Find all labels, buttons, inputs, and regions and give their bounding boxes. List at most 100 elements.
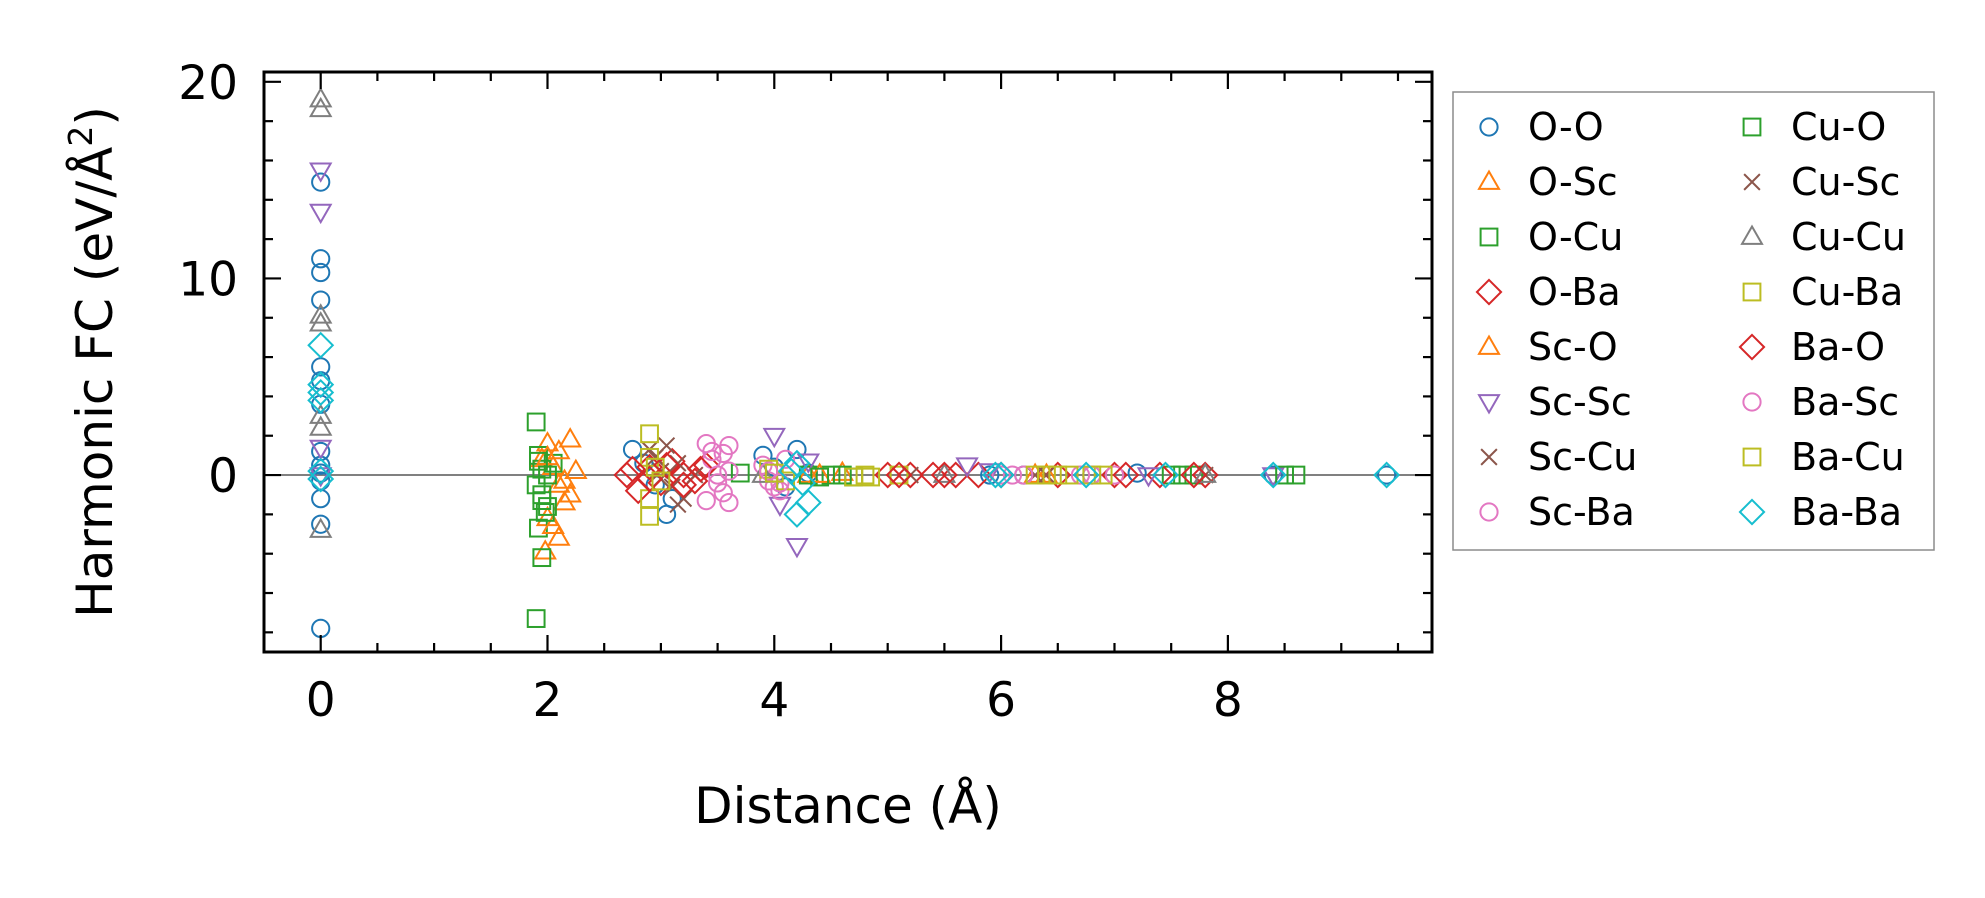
data-point-cu-ba xyxy=(640,506,659,526)
data-point-sc-o xyxy=(1034,462,1059,483)
data-point-sc-sc xyxy=(1136,467,1161,488)
data-point-sc-ba xyxy=(719,461,739,481)
data-point-ba-sc xyxy=(759,461,779,481)
y-axis-label-superscript: 2 xyxy=(61,126,100,147)
legend-item-sc-cu: Sc-Cu xyxy=(1480,435,1637,479)
series-ba-cu xyxy=(645,457,1102,491)
legend-marker-ba-sc xyxy=(1742,392,1762,412)
data-point-cu-sc xyxy=(1037,466,1056,484)
legend-marker-o-sc xyxy=(1477,169,1501,190)
data-point-ba-o xyxy=(670,471,698,499)
y-axis-label: Harmonic FC (eV/Å2) xyxy=(61,106,124,618)
legend: O-O O-Sc O-Cu O-Ba Sc-O Sc-Sc Sc-Cu Sc-Ba Cu-O Cu… xyxy=(1452,91,1935,551)
data-point-sc-ba xyxy=(719,492,739,513)
data-point-cu-cu xyxy=(308,303,333,324)
legend-label: Cu-Ba xyxy=(1791,270,1903,314)
legend-item-o-sc: O-Sc xyxy=(1477,160,1618,204)
legend-marker-o-o xyxy=(1479,117,1499,137)
legend-label: Cu-O xyxy=(1791,105,1886,149)
legend-marker-o-cu xyxy=(1479,227,1499,247)
data-point-sc-ba xyxy=(696,491,716,511)
legend-marker-sc-o xyxy=(1477,334,1501,355)
data-point-ba-ba xyxy=(987,461,1015,489)
data-point-ba-cu xyxy=(1082,465,1102,485)
data-point-ba-cu xyxy=(764,463,784,483)
data-point-sc-sc xyxy=(955,457,979,478)
legend-item-sc-o: Sc-O xyxy=(1477,325,1618,369)
data-point-ba-cu xyxy=(645,457,665,477)
legend-label: Cu-Sc xyxy=(1791,160,1900,204)
data-point-cu-ba xyxy=(1059,465,1079,485)
data-point-sc-sc xyxy=(768,496,792,518)
series-cu-cu xyxy=(308,87,1217,538)
data-point-ba-o xyxy=(930,461,958,489)
data-point-o-o xyxy=(1377,465,1397,485)
data-point-cu-cu xyxy=(308,403,333,424)
data-point-o-o xyxy=(787,439,807,460)
data-point-ba-sc xyxy=(770,473,790,493)
data-point-ba-ba xyxy=(1072,461,1100,489)
data-point-o-cu xyxy=(526,412,546,432)
data-points-layer xyxy=(307,87,1401,639)
x-tick-label: 4 xyxy=(759,673,789,728)
x-tick-label: 0 xyxy=(306,673,336,728)
series-sc-sc xyxy=(308,162,1285,559)
data-point-sc-cu xyxy=(657,436,676,455)
data-point-ba-sc xyxy=(719,435,739,456)
legend-label: O-Sc xyxy=(1528,160,1618,204)
legend-label: Ba-Cu xyxy=(1791,435,1905,479)
data-point-ba-ba xyxy=(777,457,805,485)
data-point-sc-ba xyxy=(991,465,1011,485)
legend-label: Ba-Ba xyxy=(1791,490,1902,534)
data-point-o-ba xyxy=(1146,461,1174,489)
data-point-cu-o xyxy=(832,465,852,485)
data-point-sc-o xyxy=(558,482,582,503)
data-point-o-ba xyxy=(613,461,641,489)
legend-label: Sc-Ba xyxy=(1528,490,1635,534)
legend-item-cu-sc: Cu-Sc xyxy=(1743,160,1900,204)
data-point-cu-o xyxy=(532,491,552,511)
data-point-ba-o xyxy=(687,455,715,483)
y-axis-label-main: Harmonic FC (eV/Å xyxy=(66,147,124,618)
data-point-o-cu xyxy=(821,465,841,485)
data-point-ba-o xyxy=(885,461,913,489)
data-point-o-cu xyxy=(526,475,546,495)
x-axis-label: Distance (Å) xyxy=(694,777,1002,835)
data-point-ba-sc xyxy=(1002,465,1023,485)
data-point-o-cu xyxy=(526,609,546,628)
legend-item-cu-cu: Cu-Cu xyxy=(1740,215,1906,259)
data-point-sc-o xyxy=(547,438,571,460)
data-point-cu-cu xyxy=(1193,462,1217,483)
legend-frame xyxy=(1452,91,1935,551)
data-point-ba-sc xyxy=(713,483,733,503)
legend-label: O-O xyxy=(1528,105,1604,149)
data-point-o-o xyxy=(980,465,1000,485)
data-point-sc-ba xyxy=(776,449,796,469)
legend-marker-o-ba xyxy=(1475,278,1503,306)
data-point-o-sc xyxy=(796,462,821,483)
legend-item-cu-o: Cu-O xyxy=(1742,105,1886,149)
legend-item-sc-ba: Sc-Ba xyxy=(1479,490,1635,534)
data-point-ba-o xyxy=(1180,461,1208,489)
data-point-o-cu xyxy=(730,463,750,483)
data-point-o-cu xyxy=(532,485,552,505)
legend-marker-cu-cu xyxy=(1740,224,1764,245)
data-point-sc-sc xyxy=(1261,467,1285,488)
series-ba-ba xyxy=(307,331,1401,528)
data-point-ba-ba xyxy=(1259,461,1287,489)
data-point-ba-o xyxy=(1112,461,1140,489)
data-point-o-ba xyxy=(681,467,709,495)
data-point-o-ba xyxy=(896,461,924,489)
data-point-ba-ba xyxy=(794,489,822,517)
data-point-cu-ba xyxy=(1048,465,1068,485)
data-point-cu-ba xyxy=(861,467,881,487)
data-point-o-o xyxy=(311,618,331,639)
data-point-ba-cu xyxy=(1037,465,1056,485)
data-point-cu-o xyxy=(1275,465,1294,485)
legend-item-o-cu: O-Cu xyxy=(1479,215,1623,259)
data-point-o-cu xyxy=(1286,465,1306,485)
data-point-ba-ba xyxy=(307,457,335,485)
data-point-cu-ba xyxy=(640,424,659,444)
data-point-ba-ba xyxy=(981,461,1009,489)
